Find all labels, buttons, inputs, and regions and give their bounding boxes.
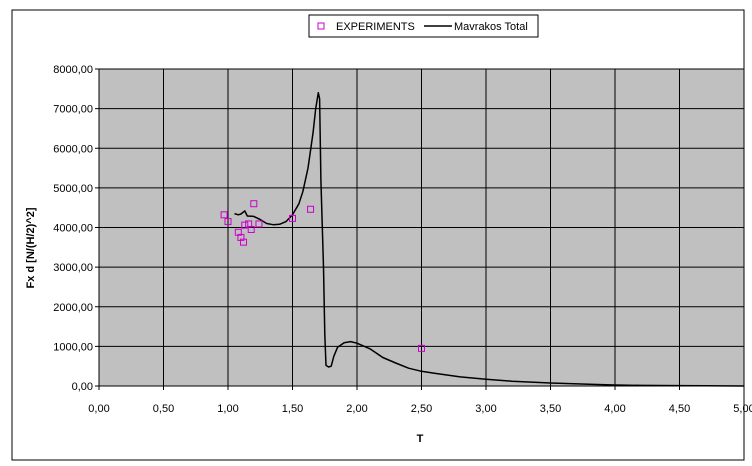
y-tick-label: 4000,00 [53, 223, 93, 235]
y-tick-label: 0,00 [72, 381, 93, 393]
y-tick-label: 5000,00 [53, 183, 93, 195]
tick-labels: 0,00 0,50 1,00 1,50 2,00 2,50 3,00 3,50 4,00 4,50… [53, 64, 752, 415]
experiment-point [289, 214, 296, 222]
x-tick-label: 4,00 [604, 403, 625, 415]
experiment-point [418, 344, 425, 352]
x-tick-label: 0,50 [153, 403, 174, 415]
x-tick-label: 3,50 [540, 403, 561, 415]
series-layer [220, 92, 745, 387]
x-tick-label: 0,00 [88, 403, 109, 415]
y-tick-label: 1000,00 [53, 341, 93, 353]
legend-experiments-marker [317, 22, 325, 30]
x-tick-label: 3,00 [475, 403, 496, 415]
y-tick-label: 8000,00 [53, 64, 93, 76]
x-tick-label: 2,50 [411, 403, 432, 415]
y-tick-label: 7000,00 [53, 104, 93, 116]
experiment-point [224, 218, 232, 226]
x-tick-label: 1,00 [217, 403, 238, 415]
x-axis-title: T [417, 433, 424, 445]
experiment-point [250, 200, 258, 208]
series-line-mavrakos-total [234, 92, 745, 387]
experiment-point [239, 238, 247, 246]
legend-mavrakos-label: Mavrakos Total [454, 21, 528, 33]
x-tick-label: 5,00 [733, 403, 752, 415]
legend-experiments-label: EXPERIMENTS [336, 21, 415, 33]
x-tick-label: 4,50 [669, 403, 690, 415]
y-tick-label: 2000,00 [53, 302, 93, 314]
y-tick-label: 3000,00 [53, 262, 93, 274]
experiment-point [307, 205, 315, 213]
experiment-point [255, 220, 263, 228]
experiment-point [220, 211, 228, 219]
legend-box [308, 14, 539, 38]
x-tick-label: 1,50 [282, 403, 303, 415]
experiment-point [247, 225, 255, 233]
experiment-point [241, 221, 249, 229]
x-tick-label: 2,00 [346, 403, 367, 415]
y-tick-label: 6000,00 [53, 143, 93, 155]
legend: EXPERIMENTS Mavrakos Total [308, 14, 539, 38]
y-axis-title: Fx d [N/(H/2)^2] [25, 207, 37, 288]
